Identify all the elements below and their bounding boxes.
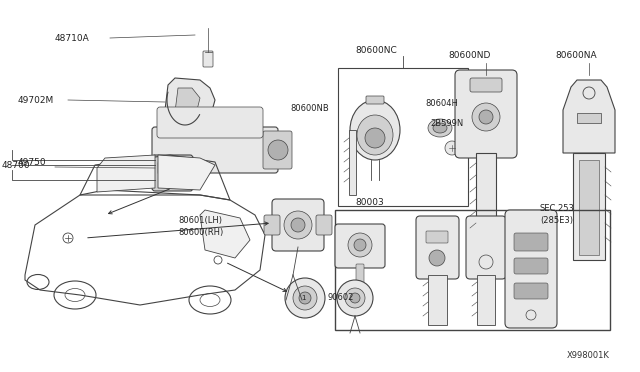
Polygon shape: [579, 160, 599, 255]
FancyBboxPatch shape: [416, 216, 459, 279]
Text: 2B599N: 2B599N: [430, 119, 463, 128]
Text: 80600NB: 80600NB: [290, 103, 329, 112]
Text: 80600ND: 80600ND: [448, 51, 490, 60]
Circle shape: [291, 218, 305, 232]
FancyBboxPatch shape: [172, 162, 179, 174]
Text: 80601(LH): 80601(LH): [178, 215, 222, 224]
Text: (285E3): (285E3): [540, 215, 573, 224]
FancyBboxPatch shape: [514, 258, 548, 274]
Ellipse shape: [428, 119, 452, 137]
Circle shape: [350, 293, 360, 303]
Polygon shape: [563, 80, 615, 153]
Polygon shape: [158, 155, 215, 190]
Text: 90602: 90602: [328, 294, 355, 302]
Circle shape: [285, 278, 325, 318]
Text: 49702M: 49702M: [18, 96, 54, 105]
Text: 80600(RH): 80600(RH): [178, 228, 223, 237]
Circle shape: [472, 103, 500, 131]
Ellipse shape: [350, 100, 400, 160]
FancyBboxPatch shape: [514, 233, 548, 251]
FancyBboxPatch shape: [165, 162, 172, 174]
Polygon shape: [200, 210, 250, 258]
Circle shape: [479, 110, 493, 124]
Polygon shape: [476, 153, 496, 245]
Circle shape: [337, 280, 373, 316]
FancyBboxPatch shape: [505, 210, 557, 328]
FancyBboxPatch shape: [335, 224, 385, 268]
Polygon shape: [97, 155, 155, 192]
Text: 80600NA: 80600NA: [555, 51, 596, 60]
FancyBboxPatch shape: [152, 155, 193, 191]
FancyBboxPatch shape: [158, 162, 165, 174]
Circle shape: [167, 168, 177, 178]
FancyBboxPatch shape: [152, 127, 278, 173]
FancyBboxPatch shape: [263, 131, 292, 169]
Polygon shape: [428, 275, 447, 325]
Ellipse shape: [433, 123, 447, 133]
Polygon shape: [349, 130, 356, 195]
FancyBboxPatch shape: [157, 107, 263, 138]
Circle shape: [348, 233, 372, 257]
Text: 80604H: 80604H: [425, 99, 458, 108]
FancyBboxPatch shape: [203, 51, 213, 67]
Circle shape: [354, 239, 366, 251]
Text: 48710A: 48710A: [55, 33, 90, 42]
Text: SEC.253: SEC.253: [540, 203, 575, 212]
Polygon shape: [477, 275, 495, 325]
Polygon shape: [165, 78, 215, 130]
Text: 1: 1: [301, 295, 305, 301]
Circle shape: [268, 140, 288, 160]
Circle shape: [345, 288, 365, 308]
Circle shape: [293, 286, 317, 310]
Text: 49750: 49750: [18, 157, 47, 167]
Text: X998001K: X998001K: [567, 351, 610, 360]
Circle shape: [284, 211, 312, 239]
FancyBboxPatch shape: [514, 283, 548, 299]
FancyBboxPatch shape: [426, 231, 448, 243]
FancyBboxPatch shape: [356, 264, 364, 284]
Text: 80003: 80003: [355, 198, 384, 206]
FancyBboxPatch shape: [316, 215, 332, 235]
FancyBboxPatch shape: [366, 96, 384, 104]
Circle shape: [299, 292, 311, 304]
FancyBboxPatch shape: [466, 216, 506, 279]
FancyBboxPatch shape: [264, 215, 280, 235]
Circle shape: [429, 250, 445, 266]
FancyBboxPatch shape: [455, 70, 517, 158]
Polygon shape: [175, 88, 200, 125]
Circle shape: [445, 141, 459, 155]
Text: 80600NC: 80600NC: [355, 45, 397, 55]
Text: 48700: 48700: [2, 160, 31, 170]
Polygon shape: [573, 153, 605, 260]
FancyBboxPatch shape: [272, 199, 324, 251]
Ellipse shape: [357, 115, 393, 155]
Circle shape: [365, 128, 385, 148]
FancyBboxPatch shape: [470, 78, 502, 92]
FancyBboxPatch shape: [577, 113, 601, 123]
